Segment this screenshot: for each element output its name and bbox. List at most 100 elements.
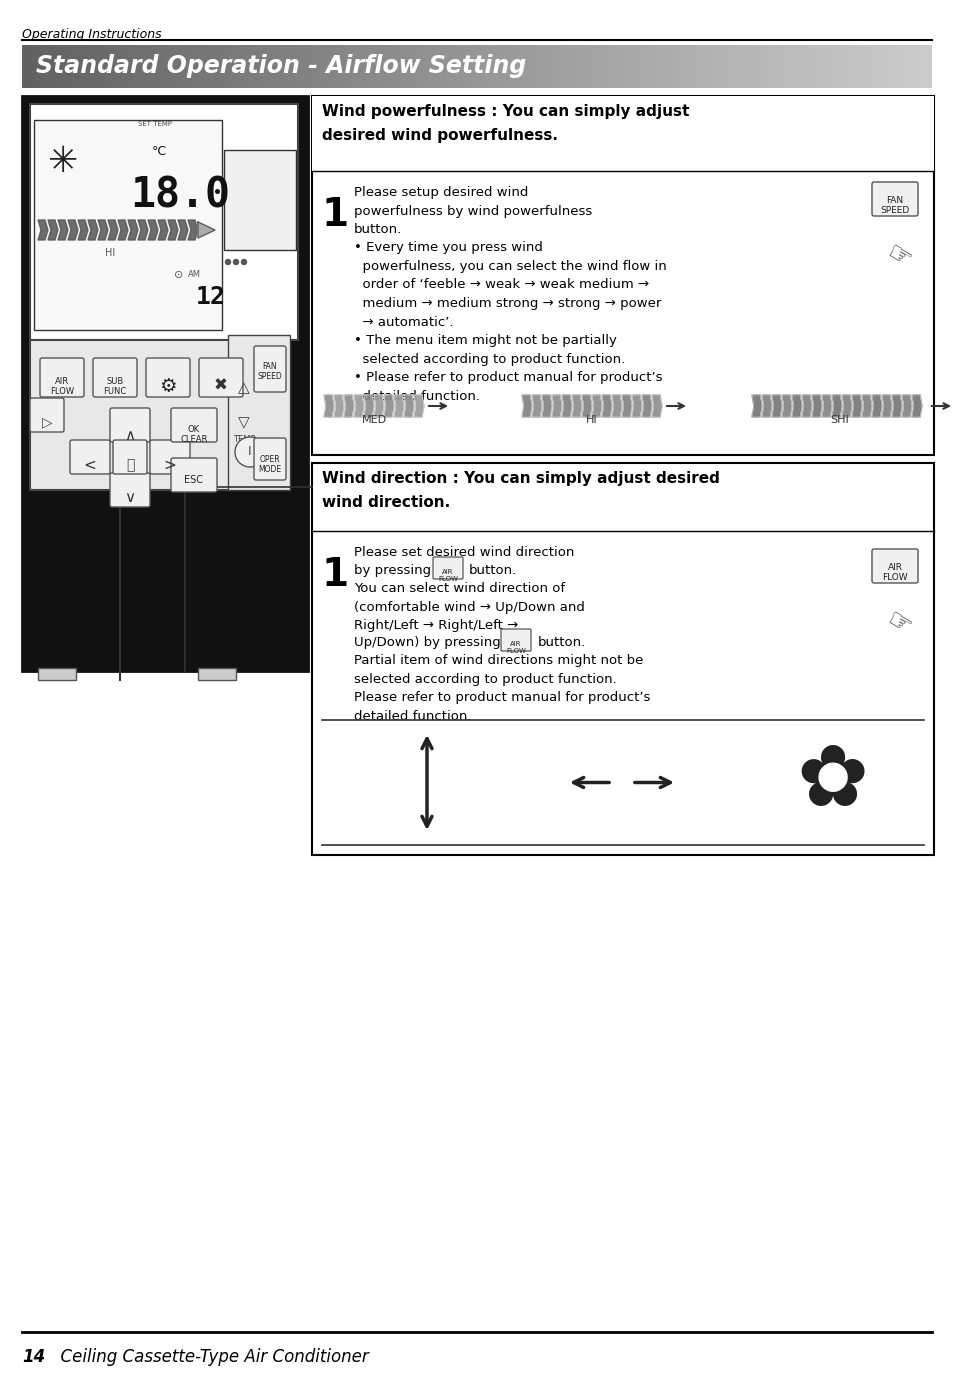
Polygon shape bbox=[751, 395, 761, 417]
Bar bbox=[581, 45, 585, 88]
Bar bbox=[449, 45, 454, 88]
Bar bbox=[604, 45, 608, 88]
Polygon shape bbox=[882, 395, 891, 417]
Polygon shape bbox=[811, 395, 821, 417]
Bar bbox=[390, 45, 395, 88]
Bar bbox=[903, 45, 908, 88]
Bar bbox=[749, 45, 754, 88]
Polygon shape bbox=[901, 395, 911, 417]
Polygon shape bbox=[48, 220, 58, 239]
Bar bbox=[608, 45, 613, 88]
Polygon shape bbox=[572, 395, 581, 417]
Bar bbox=[486, 45, 490, 88]
Bar bbox=[204, 45, 209, 88]
Bar bbox=[877, 45, 881, 88]
Bar bbox=[253, 45, 258, 88]
Polygon shape bbox=[118, 220, 128, 239]
Bar bbox=[726, 45, 731, 88]
Polygon shape bbox=[374, 395, 384, 417]
Bar bbox=[672, 45, 677, 88]
Bar bbox=[376, 45, 381, 88]
Bar bbox=[862, 45, 867, 88]
Text: Partial item of wind directions might not be
selected according to product funct: Partial item of wind directions might no… bbox=[354, 654, 650, 722]
Polygon shape bbox=[581, 395, 592, 417]
Text: ▷: ▷ bbox=[42, 414, 52, 428]
Bar bbox=[613, 45, 618, 88]
Bar bbox=[38, 668, 76, 680]
Bar bbox=[30, 104, 297, 340]
Bar bbox=[153, 45, 158, 88]
Bar bbox=[821, 45, 826, 88]
Polygon shape bbox=[771, 395, 781, 417]
Bar bbox=[467, 45, 472, 88]
Bar bbox=[240, 45, 245, 88]
Text: HI: HI bbox=[105, 248, 115, 258]
Bar bbox=[313, 45, 317, 88]
Bar bbox=[222, 45, 227, 88]
Bar bbox=[213, 45, 217, 88]
Bar bbox=[268, 45, 272, 88]
Polygon shape bbox=[641, 395, 651, 417]
Bar bbox=[844, 45, 849, 88]
Text: 1: 1 bbox=[322, 556, 349, 594]
Bar bbox=[363, 45, 368, 88]
Circle shape bbox=[234, 437, 265, 468]
FancyBboxPatch shape bbox=[150, 440, 190, 475]
FancyBboxPatch shape bbox=[871, 549, 917, 582]
Text: ⊙: ⊙ bbox=[173, 270, 183, 280]
Bar bbox=[540, 45, 545, 88]
Bar bbox=[431, 45, 436, 88]
Text: FAN
SPEED: FAN SPEED bbox=[880, 196, 908, 216]
Text: °C: °C bbox=[152, 146, 167, 158]
Bar bbox=[458, 45, 463, 88]
Bar bbox=[908, 45, 913, 88]
Polygon shape bbox=[651, 395, 661, 417]
Text: Operating Instructions: Operating Instructions bbox=[22, 28, 161, 41]
Polygon shape bbox=[761, 395, 771, 417]
Text: ESC: ESC bbox=[184, 475, 203, 484]
Bar bbox=[331, 45, 335, 88]
Bar bbox=[68, 45, 72, 88]
Bar bbox=[522, 45, 526, 88]
Text: Wind direction : You can simply adjust desired: Wind direction : You can simply adjust d… bbox=[322, 470, 720, 486]
Text: button.: button. bbox=[469, 564, 517, 577]
Bar bbox=[194, 45, 199, 88]
Bar bbox=[731, 45, 736, 88]
Bar bbox=[22, 97, 308, 671]
Polygon shape bbox=[831, 395, 841, 417]
FancyBboxPatch shape bbox=[92, 358, 137, 398]
Text: AIR
FLOW: AIR FLOW bbox=[437, 568, 457, 582]
Bar bbox=[413, 45, 417, 88]
Bar bbox=[386, 45, 390, 88]
FancyBboxPatch shape bbox=[199, 358, 243, 398]
Text: AM: AM bbox=[188, 270, 201, 279]
Bar bbox=[50, 45, 53, 88]
Bar bbox=[276, 45, 281, 88]
Bar bbox=[772, 45, 777, 88]
Polygon shape bbox=[324, 395, 334, 417]
Polygon shape bbox=[561, 395, 572, 417]
Bar bbox=[99, 45, 104, 88]
Bar bbox=[454, 45, 458, 88]
Bar bbox=[109, 45, 112, 88]
Text: SUB
FUNC: SUB FUNC bbox=[103, 377, 127, 396]
Bar bbox=[304, 45, 309, 88]
Bar bbox=[440, 45, 445, 88]
Bar bbox=[395, 45, 399, 88]
Bar bbox=[831, 45, 836, 88]
Bar bbox=[685, 45, 690, 88]
Text: ☞: ☞ bbox=[881, 606, 916, 643]
Bar bbox=[340, 45, 345, 88]
Text: Please set desired wind direction: Please set desired wind direction bbox=[354, 546, 574, 559]
Bar bbox=[572, 45, 577, 88]
Polygon shape bbox=[98, 220, 108, 239]
Bar bbox=[94, 45, 99, 88]
Bar bbox=[545, 45, 549, 88]
Polygon shape bbox=[384, 395, 394, 417]
Text: SHI: SHI bbox=[829, 414, 848, 426]
Bar bbox=[759, 45, 762, 88]
Bar bbox=[258, 45, 263, 88]
Bar bbox=[849, 45, 854, 88]
Bar bbox=[294, 45, 299, 88]
Polygon shape bbox=[862, 395, 871, 417]
